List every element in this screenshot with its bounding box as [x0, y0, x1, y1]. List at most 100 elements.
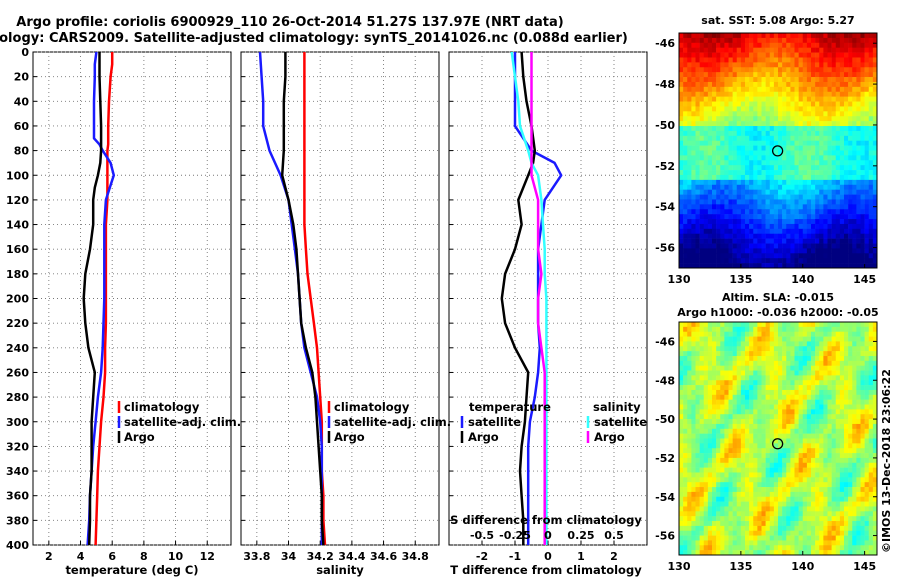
map-cell [823, 462, 828, 468]
map-cell [753, 443, 758, 449]
map-cell [753, 530, 758, 536]
map-cell [699, 116, 705, 122]
map-cell [806, 448, 812, 454]
map-cell [844, 496, 849, 502]
map-cell [848, 351, 853, 357]
map-cell [815, 423, 820, 430]
map-cell [691, 214, 696, 220]
map-cell [856, 42, 861, 48]
map-cell [773, 145, 779, 151]
map-cell [819, 322, 824, 328]
map-cell [835, 433, 841, 439]
map-cell [728, 170, 733, 176]
map-cell [802, 448, 808, 454]
map-cell [753, 414, 758, 420]
map-cell [695, 351, 700, 357]
map-cell [707, 174, 713, 181]
map-cell [839, 389, 845, 396]
map-cell [745, 52, 750, 58]
map-cell [786, 243, 791, 249]
map-cell [798, 91, 804, 97]
map-cell [856, 550, 861, 556]
map-cell [815, 516, 820, 522]
map-cell [839, 453, 845, 459]
map-cell [707, 360, 713, 366]
map-cell [819, 77, 824, 83]
map-cell [712, 370, 717, 376]
map-cell [724, 545, 729, 551]
map-cell [798, 394, 804, 400]
map-cell [757, 501, 762, 507]
map-cell [864, 453, 870, 459]
map-cell [852, 453, 857, 459]
map-cell [683, 404, 688, 410]
map-cell [728, 253, 733, 259]
map-cell [691, 433, 696, 439]
map-cell [699, 155, 705, 161]
map-cell [868, 189, 874, 195]
map-cell [819, 126, 824, 132]
map-cell [765, 77, 771, 83]
map-cell [856, 67, 861, 73]
map-cell [827, 428, 832, 434]
map-cell [860, 438, 865, 444]
map-cell [798, 52, 804, 58]
map-cell [819, 496, 824, 502]
map-cell [703, 228, 709, 235]
map-cell [707, 482, 713, 488]
map-cell [679, 42, 684, 48]
map-cell [839, 145, 845, 151]
map-cell [761, 428, 766, 434]
map-cell [728, 341, 733, 347]
map-cell [844, 106, 849, 112]
map-cell [852, 360, 857, 366]
map-cell [765, 116, 771, 122]
map-cell [683, 253, 688, 259]
map-cell [707, 179, 713, 186]
map-cell [823, 477, 828, 483]
map-cell [823, 355, 828, 362]
map-cell [745, 443, 750, 449]
map-cell [782, 550, 787, 556]
map-cell [712, 501, 717, 507]
series-line-satellite-adj-clim- [86, 51, 116, 546]
map-cell [761, 521, 766, 527]
map-cell [683, 189, 688, 195]
map-cell [740, 346, 746, 352]
map-cell [769, 37, 775, 44]
map-cell [699, 219, 705, 225]
map-cell [815, 204, 820, 210]
map-cell [831, 409, 837, 415]
map-cell [745, 189, 750, 195]
map-cell [703, 326, 709, 332]
map-cell [835, 248, 841, 254]
map-cell [782, 67, 787, 73]
map-cell [732, 111, 738, 117]
map-cell [740, 423, 746, 430]
map-cell [844, 457, 849, 464]
map-cell [679, 170, 684, 176]
map-cell [703, 170, 709, 176]
map-cell [707, 525, 713, 532]
map-cell [732, 370, 738, 376]
map-cell [790, 121, 795, 127]
map-cell [798, 263, 804, 269]
map-cell [753, 121, 758, 127]
map-cell [831, 511, 837, 517]
depth-tick-label: 320 [6, 440, 29, 453]
map-cell [782, 228, 787, 235]
difference-x-axis-label: T difference from climatology [450, 563, 642, 577]
map-cell [699, 145, 705, 151]
map-cell [740, 219, 746, 225]
map-cell [794, 341, 799, 347]
map-cell [782, 516, 787, 522]
map-cell [827, 67, 832, 73]
map-cell [695, 380, 700, 386]
map-cell [749, 322, 754, 328]
map-cell [802, 530, 808, 536]
map-cell [773, 331, 779, 337]
map-cell [786, 419, 791, 425]
map-cell [679, 419, 684, 425]
map-cell [823, 540, 828, 546]
map-cell [839, 545, 845, 551]
